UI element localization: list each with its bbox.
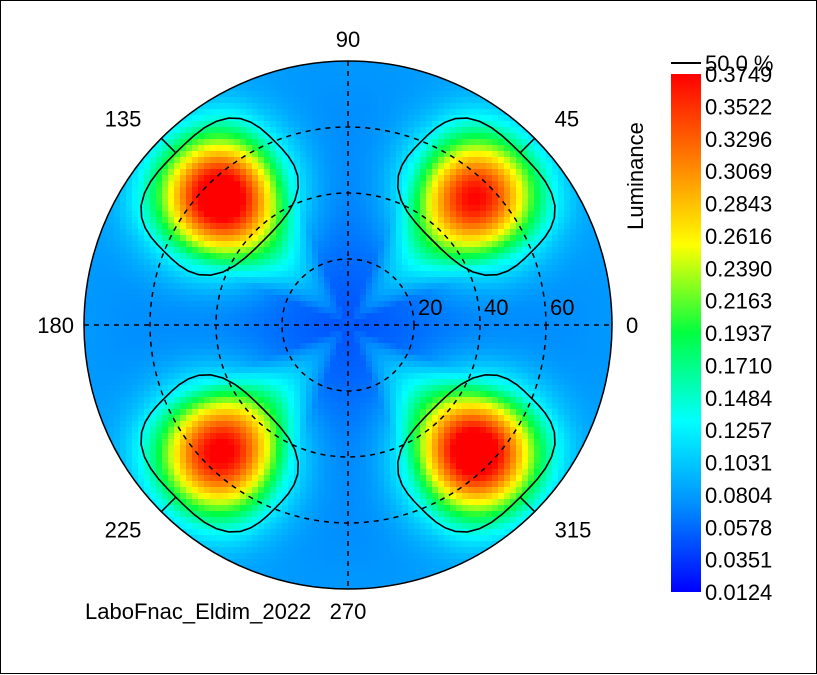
angle-label: 135: [105, 106, 142, 131]
colorbar-tick-label: 0.3069: [705, 159, 772, 184]
colorbar-tick-label: 0.0124: [705, 580, 772, 605]
radial-label: 40: [484, 295, 508, 320]
colorbar-tick-label: 0.3296: [705, 127, 772, 152]
colorbar-tick-label: 0.0351: [705, 548, 772, 573]
colorbar-tick-label: 0.2390: [705, 256, 772, 281]
angle-label: 45: [555, 106, 579, 131]
colorbar: [671, 74, 701, 592]
colorbar-ticks: 0.3749 0.3522 0.3296 0.3069 0.2843 0.2616 0.23…: [705, 62, 772, 605]
colorbar-tick-label: 0.2163: [705, 289, 772, 314]
angle-label: 225: [105, 518, 142, 543]
angle-label: 270: [330, 599, 367, 624]
colorbar-tick-label: 0.1710: [705, 353, 772, 378]
angle-label: 180: [37, 313, 74, 338]
radial-labels: 20 40 60: [418, 295, 574, 320]
colorbar-tick-label: 0.1257: [705, 418, 772, 443]
colorbar-tick-label: 0.1031: [705, 451, 772, 476]
colorbar-tick-label: 0.0578: [705, 515, 772, 540]
colorbar-tick-label: 0.1937: [705, 321, 772, 346]
radial-label: 60: [550, 295, 574, 320]
footer-label: LaboFnac_Eldim_2022: [85, 599, 311, 624]
colorbar-tick-label: 0.3749: [705, 62, 772, 87]
colorbar-tick-label: 0.1484: [705, 386, 772, 411]
angle-label: 90: [336, 27, 360, 52]
angle-label: 315: [555, 518, 592, 543]
colorbar-tick-label: 0.2616: [705, 224, 772, 249]
colorbar-tick-label: 0.2843: [705, 192, 772, 217]
radial-label: 20: [418, 295, 442, 320]
colorbar-label: Luminance: [623, 122, 648, 230]
angle-label: 0: [626, 313, 638, 338]
colorbar-tick-label: 0.3522: [705, 94, 772, 119]
colorbar-tick-label: 0.0804: [705, 483, 772, 508]
